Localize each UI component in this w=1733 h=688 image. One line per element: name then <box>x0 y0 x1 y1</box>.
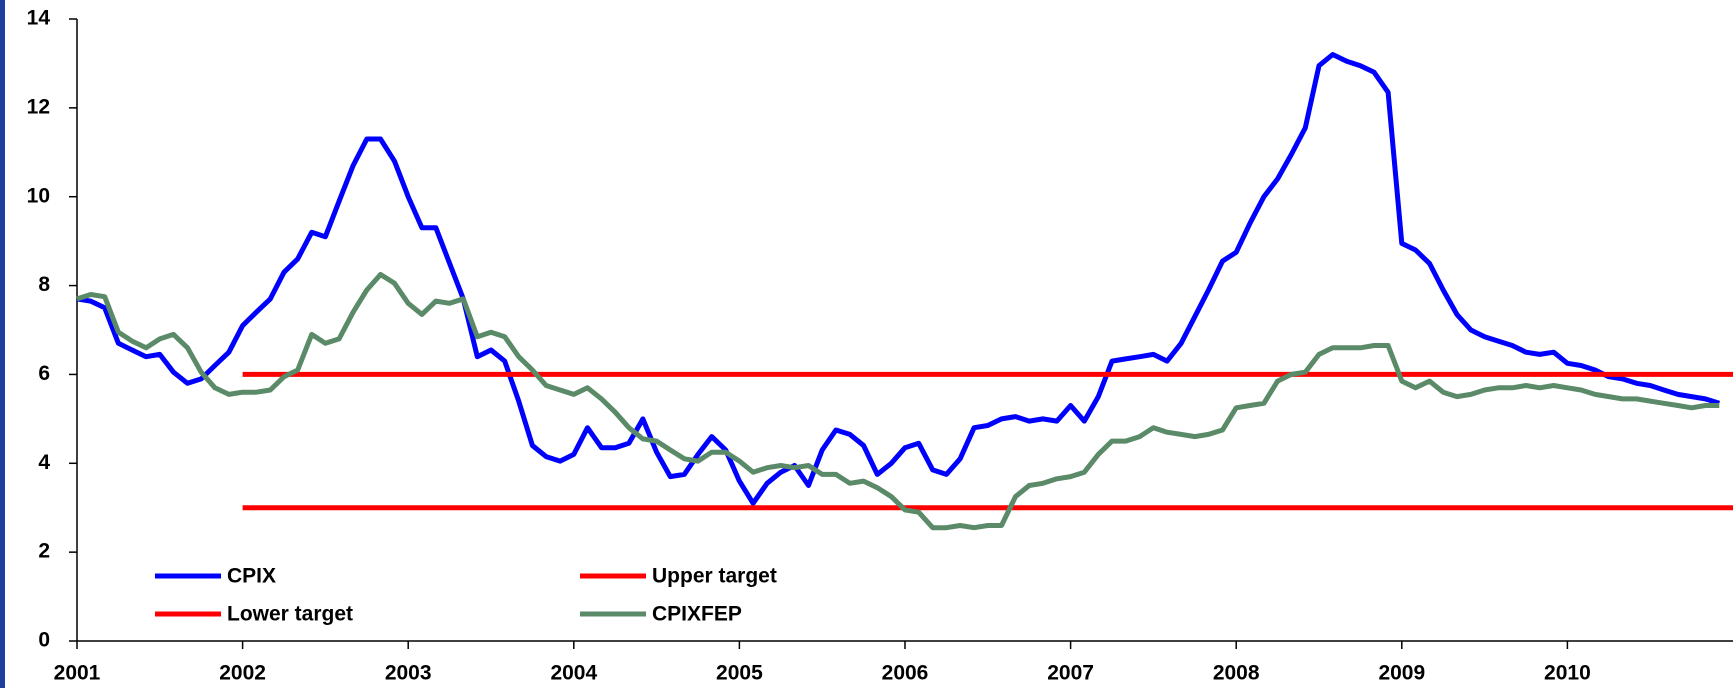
y-tick-label: 12 <box>27 95 50 118</box>
y-tick-label: 10 <box>27 184 50 207</box>
x-tick-label: 2001 <box>54 662 101 685</box>
x-tick-label: 2009 <box>1378 662 1425 685</box>
series-line <box>76 272 1720 531</box>
y-tick-label: 8 <box>38 273 50 296</box>
y-tick-label: 6 <box>38 362 50 385</box>
slide-edge <box>0 0 5 688</box>
y-tick-label: 4 <box>38 451 50 474</box>
x-tick-label: 2007 <box>1047 662 1094 685</box>
x-tick-label: 2010 <box>1544 662 1591 685</box>
series-line <box>76 52 1721 506</box>
legend-label: CPIXFEP <box>652 603 742 626</box>
x-tick-label: 2006 <box>882 662 929 685</box>
legend-label: Upper target <box>652 565 777 588</box>
y-tick-label: 0 <box>38 629 50 652</box>
y-tick-label: 2 <box>38 540 50 563</box>
x-tick-label: 2003 <box>385 662 432 685</box>
legend-label: Lower target <box>227 603 353 626</box>
x-tick-label: 2008 <box>1213 662 1260 685</box>
x-tick-label: 2005 <box>716 662 763 685</box>
y-tick-label: 14 <box>27 7 51 30</box>
x-tick-label: 2002 <box>219 662 266 685</box>
legend-label: CPIX <box>227 565 276 588</box>
x-tick-label: 2004 <box>550 662 597 685</box>
